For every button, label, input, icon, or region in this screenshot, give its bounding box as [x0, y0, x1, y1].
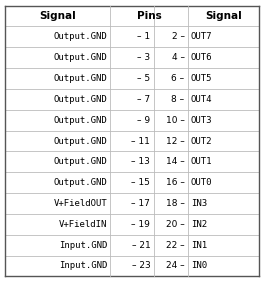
- Text: 24 –: 24 –: [166, 261, 185, 270]
- Text: OUT3: OUT3: [191, 116, 213, 125]
- Text: 6 –: 6 –: [171, 74, 185, 83]
- Text: OUT0: OUT0: [191, 178, 213, 187]
- Text: Signal: Signal: [205, 11, 242, 21]
- Text: OUT6: OUT6: [191, 53, 213, 62]
- Text: V+FieldOUT: V+FieldOUT: [54, 199, 107, 208]
- Text: Input.GND: Input.GND: [59, 261, 107, 270]
- Text: OUT4: OUT4: [191, 95, 213, 104]
- Text: 12 –: 12 –: [166, 136, 185, 146]
- Text: Output.GND: Output.GND: [54, 116, 107, 125]
- Text: 14 –: 14 –: [166, 157, 185, 166]
- Text: Input.GND: Input.GND: [59, 241, 107, 250]
- Text: Output.GND: Output.GND: [54, 32, 107, 41]
- Text: 10 –: 10 –: [166, 116, 185, 125]
- Text: 20 –: 20 –: [166, 220, 185, 229]
- Text: Output.GND: Output.GND: [54, 157, 107, 166]
- Text: – 19: – 19: [131, 220, 150, 229]
- Text: 2 –: 2 –: [172, 32, 185, 41]
- Text: – 5: – 5: [137, 74, 150, 83]
- Text: – 9: – 9: [137, 116, 150, 125]
- Text: OUT2: OUT2: [191, 136, 213, 146]
- Text: 22 –: 22 –: [166, 241, 185, 250]
- Text: 18 –: 18 –: [166, 199, 185, 208]
- Text: 8 –: 8 –: [171, 95, 185, 104]
- Text: – 3: – 3: [137, 53, 150, 62]
- Text: IN3: IN3: [191, 199, 207, 208]
- Text: OUT7: OUT7: [191, 32, 213, 41]
- Text: 4 –: 4 –: [172, 53, 185, 62]
- Text: – 13: – 13: [131, 157, 150, 166]
- Text: IN2: IN2: [191, 220, 207, 229]
- Text: Output.GND: Output.GND: [54, 74, 107, 83]
- Text: Pins: Pins: [137, 11, 162, 21]
- Text: OUT5: OUT5: [191, 74, 213, 83]
- Text: – 21: – 21: [132, 241, 150, 250]
- Text: OUT1: OUT1: [191, 157, 213, 166]
- Text: – 17: – 17: [131, 199, 150, 208]
- Text: IN1: IN1: [191, 241, 207, 250]
- Text: – 23: – 23: [132, 261, 150, 270]
- Text: V+FieldIN: V+FieldIN: [59, 220, 107, 229]
- Text: 16 –: 16 –: [166, 178, 185, 187]
- Text: IN0: IN0: [191, 261, 207, 270]
- Text: – 7: – 7: [137, 95, 150, 104]
- Text: Output.GND: Output.GND: [54, 95, 107, 104]
- Text: – 11: – 11: [131, 136, 150, 146]
- Text: – 1: – 1: [137, 32, 150, 41]
- Text: Signal: Signal: [40, 11, 76, 21]
- Text: Output.GND: Output.GND: [54, 136, 107, 146]
- Text: – 15: – 15: [131, 178, 150, 187]
- Text: Output.GND: Output.GND: [54, 53, 107, 62]
- Text: Output.GND: Output.GND: [54, 178, 107, 187]
